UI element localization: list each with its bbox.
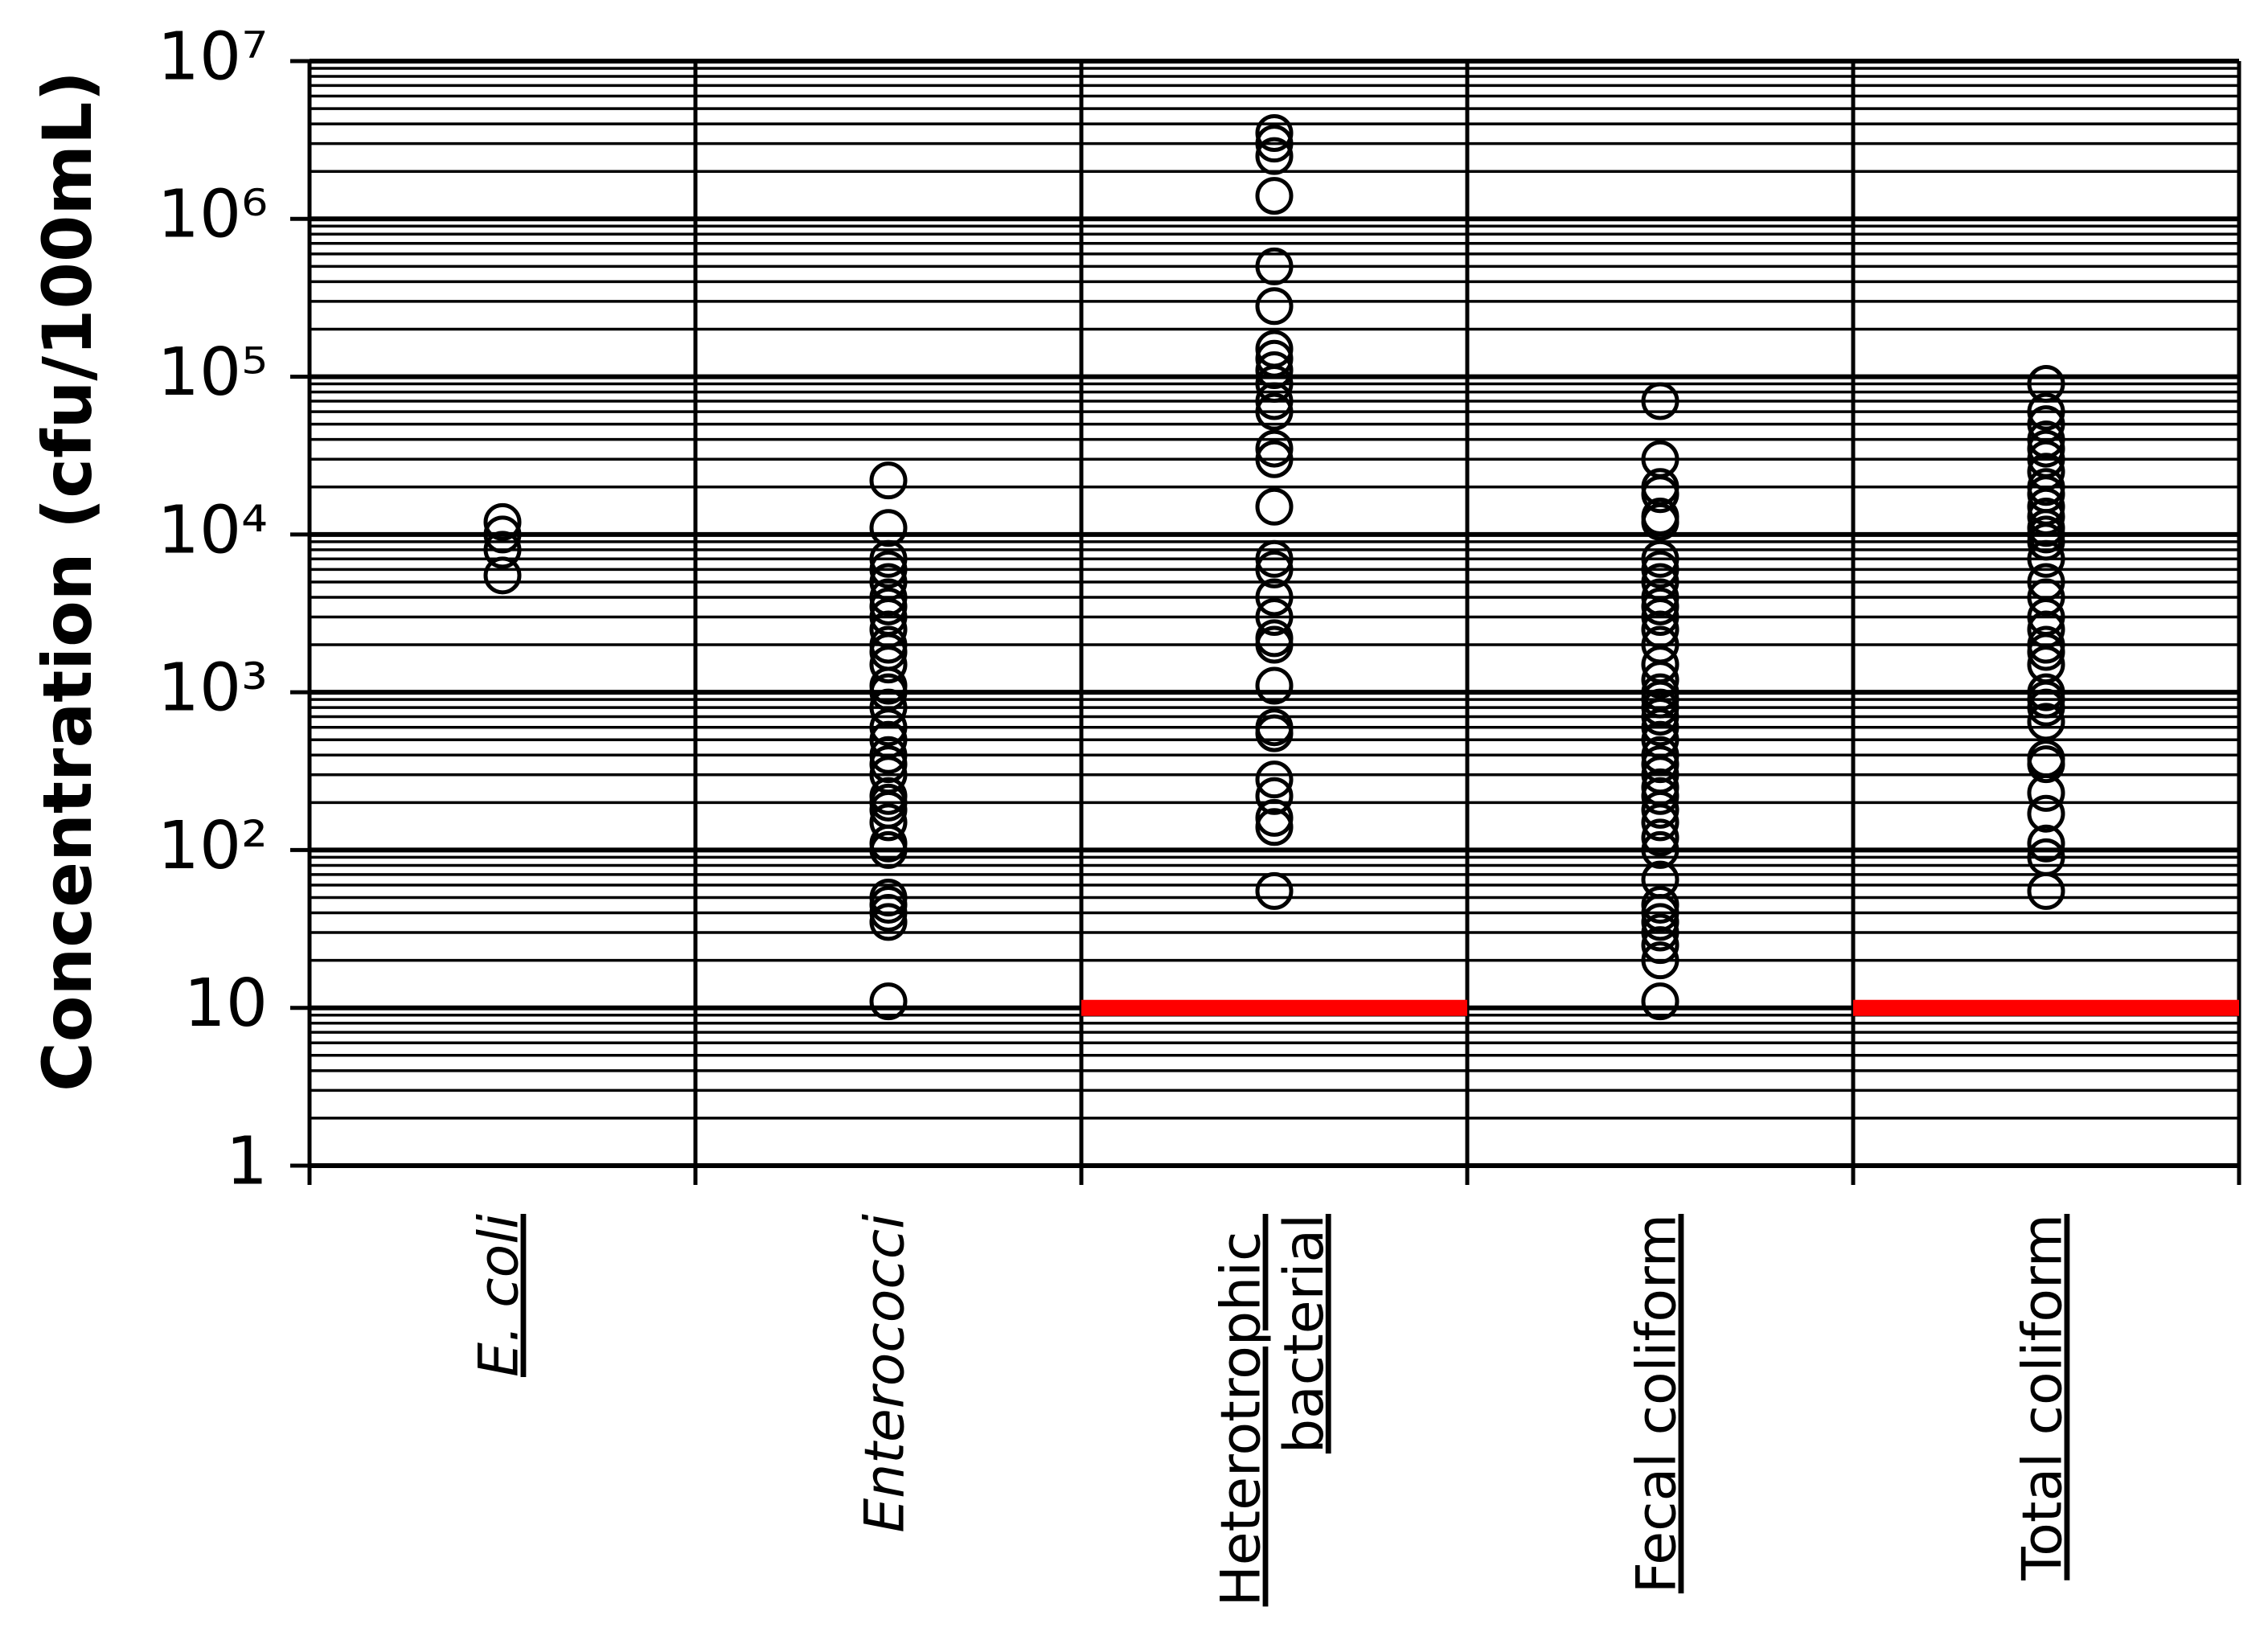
data-point xyxy=(1255,808,1294,846)
data-point xyxy=(869,646,908,684)
data-point xyxy=(1255,137,1294,175)
data-point xyxy=(1641,941,1679,980)
data-point xyxy=(1255,760,1294,799)
data-point xyxy=(869,509,908,547)
data-point xyxy=(1255,392,1294,431)
data-point xyxy=(1641,698,1679,736)
data-point xyxy=(1641,708,1679,747)
data-point xyxy=(1255,798,1294,837)
data-point xyxy=(1255,177,1294,215)
data-point xyxy=(1255,550,1294,588)
data-point xyxy=(1255,365,1294,404)
y-tick-label: 10⁵ xyxy=(158,334,268,411)
data-point xyxy=(1255,429,1294,468)
data-point xyxy=(1255,382,1294,420)
x-tick-label: Fecal coliform xyxy=(1626,1214,1689,1593)
y-axis-label: Concentration (cfu/100mL) xyxy=(28,71,107,1092)
data-point xyxy=(1641,913,1679,952)
data-point xyxy=(1641,830,1679,869)
data-point xyxy=(2027,539,2065,578)
y-tick-label: 1 xyxy=(226,1123,268,1199)
data-point xyxy=(1641,818,1679,857)
y-tick-label: 10² xyxy=(158,808,268,884)
data-point xyxy=(483,556,522,595)
x-tick-label-group: Enterococci xyxy=(854,1214,917,1533)
data-point xyxy=(1255,625,1294,664)
data-point xyxy=(2027,773,2065,812)
data-point xyxy=(1255,714,1294,752)
data-point xyxy=(1641,502,1679,541)
data-point xyxy=(2027,794,2065,833)
data-point xyxy=(1641,790,1679,829)
data-point xyxy=(869,982,908,1021)
data-point xyxy=(2027,497,2065,535)
data-point xyxy=(1255,339,1294,378)
data-point xyxy=(869,587,908,625)
data-point xyxy=(2027,871,2065,910)
data-point xyxy=(2027,824,2065,863)
data-point xyxy=(2027,633,2065,671)
y-tick-label: 10⁴ xyxy=(158,492,268,568)
data-point xyxy=(1255,871,1294,910)
x-tick-label-group: Fecal coliform xyxy=(1626,1214,1689,1593)
data-point xyxy=(1641,982,1679,1021)
data-point xyxy=(2027,703,2065,741)
data-point xyxy=(1641,587,1679,625)
data-point xyxy=(869,894,908,933)
data-point xyxy=(869,830,908,869)
data-point xyxy=(1255,113,1294,152)
data-point xyxy=(1641,382,1679,420)
data-point xyxy=(1255,287,1294,326)
data-point xyxy=(1641,926,1679,965)
data-point xyxy=(869,903,908,941)
data-point xyxy=(1255,597,1294,636)
x-tick-label: Total coliform xyxy=(2012,1214,2075,1581)
data-point xyxy=(869,803,908,842)
data-point xyxy=(869,461,908,500)
data-point xyxy=(1641,903,1679,941)
data-point xyxy=(483,502,522,541)
y-tick-label: 10 xyxy=(184,965,268,1042)
data-point xyxy=(1641,597,1679,636)
data-point xyxy=(2027,429,2065,468)
data-point xyxy=(869,550,908,588)
data-point xyxy=(2027,392,2065,431)
data-point xyxy=(2027,745,2065,784)
x-tick-label-group: Heterotrophic bacterial xyxy=(1209,1214,1335,1606)
data-point xyxy=(1641,550,1679,588)
x-tick-label-group: Total coliform xyxy=(2012,1214,2075,1581)
data-point xyxy=(1641,539,1679,578)
data-point xyxy=(1641,777,1679,815)
data-point xyxy=(869,539,908,578)
y-tick-label: 10⁷ xyxy=(158,18,268,95)
data-point xyxy=(1641,803,1679,842)
x-tick-label: E. coli xyxy=(468,1214,531,1377)
x-tick-label-group: E. coli xyxy=(468,1214,531,1377)
data-point xyxy=(1255,440,1294,478)
data-point xyxy=(483,531,522,569)
data-point xyxy=(869,708,908,747)
data-point xyxy=(2027,688,2065,727)
y-tick-label: 10⁶ xyxy=(158,177,268,253)
x-tick-label: Enterococci xyxy=(854,1214,917,1533)
data-point xyxy=(2027,365,2065,404)
data-point xyxy=(1641,475,1679,514)
x-tick-label: Heterotrophic bacterial xyxy=(1209,1214,1335,1606)
data-point xyxy=(1255,578,1294,617)
data-point xyxy=(1255,247,1294,285)
data-point xyxy=(1255,350,1294,389)
data-point xyxy=(1641,661,1679,699)
y-tick-label: 10³ xyxy=(158,650,268,727)
data-point xyxy=(2027,523,2065,561)
data-point xyxy=(1255,125,1294,163)
data-point xyxy=(869,736,908,774)
data-point xyxy=(1255,539,1294,578)
data-point xyxy=(1255,487,1294,526)
data-point xyxy=(483,515,522,554)
data-point xyxy=(1255,666,1294,705)
data-point xyxy=(1255,777,1294,815)
